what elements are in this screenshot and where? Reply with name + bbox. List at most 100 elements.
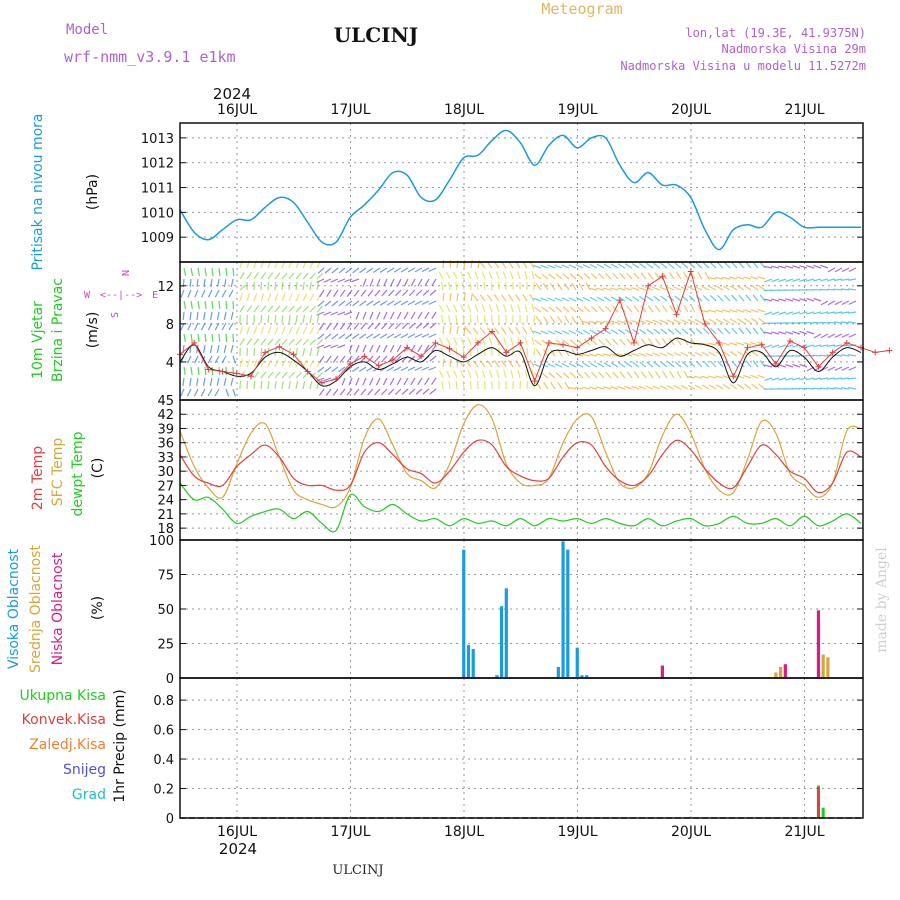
wind-barb bbox=[759, 360, 766, 368]
wind-barb bbox=[339, 388, 346, 396]
wind-barb bbox=[376, 278, 381, 287]
wind-barb bbox=[535, 316, 542, 324]
wind-barb bbox=[295, 272, 302, 280]
gust-marker bbox=[886, 347, 893, 354]
wind-barb bbox=[344, 278, 353, 283]
wind-barb bbox=[288, 359, 294, 368]
wind-barb bbox=[309, 359, 315, 368]
gust-marker bbox=[545, 339, 552, 346]
wind-barb bbox=[631, 319, 640, 324]
wind-barb bbox=[267, 281, 270, 291]
wind-barb bbox=[197, 300, 200, 309]
wind-barb bbox=[758, 284, 766, 291]
wind-barb bbox=[799, 330, 808, 335]
wind-barb bbox=[666, 352, 675, 357]
wind-barb bbox=[362, 278, 367, 287]
wind-barb bbox=[502, 304, 507, 313]
wind-barb bbox=[319, 289, 325, 298]
wind-barb bbox=[834, 311, 843, 314]
lonlat-label: lon,lat (19.3E, 41.9375N) bbox=[685, 26, 866, 40]
gust-marker bbox=[191, 339, 198, 346]
wind-barb bbox=[448, 315, 451, 324]
wind-barb bbox=[449, 292, 452, 302]
wind-barb bbox=[813, 377, 822, 381]
wind-barb bbox=[571, 282, 577, 291]
axes-layer: 1009 1010 1011 1012 1013 4 8 12 1821242730333639… bbox=[141, 102, 864, 840]
wind-barb bbox=[225, 267, 228, 277]
wind-barb bbox=[617, 320, 626, 324]
y-tick-label: 0.8 bbox=[153, 694, 174, 709]
wind-barb bbox=[239, 305, 245, 313]
wind-barb bbox=[819, 321, 829, 324]
wind-barb bbox=[729, 342, 738, 346]
wind-barb bbox=[667, 328, 675, 335]
wind-barb bbox=[221, 289, 227, 298]
wind-barb bbox=[834, 333, 843, 339]
x-tick-label-top: 16JUL bbox=[217, 102, 257, 118]
wind-barb bbox=[792, 298, 801, 302]
wind-barb bbox=[603, 320, 612, 324]
wind-barb bbox=[764, 311, 773, 316]
wind-barb bbox=[352, 267, 360, 274]
wind-barb bbox=[688, 361, 696, 368]
wind-barb bbox=[414, 267, 423, 273]
wind-barb bbox=[778, 344, 787, 348]
wind-barb bbox=[680, 319, 689, 324]
wind-barb bbox=[674, 262, 682, 269]
wind-barb bbox=[646, 295, 654, 302]
wind-barb bbox=[812, 321, 822, 324]
altitude-label: Nadmorska Visina 29m bbox=[722, 42, 867, 56]
wind-barb bbox=[281, 381, 284, 390]
wind-barb bbox=[204, 366, 207, 376]
wind-barb bbox=[400, 267, 409, 273]
wind-barb bbox=[295, 348, 298, 357]
x-tick-label-bottom: 17JUL bbox=[331, 824, 371, 840]
gust-marker bbox=[474, 339, 481, 346]
wind-barb bbox=[598, 371, 605, 379]
wind-barb bbox=[806, 330, 815, 335]
wind-barb bbox=[806, 278, 815, 282]
wind-barb bbox=[481, 304, 486, 313]
wind-barb bbox=[346, 289, 353, 297]
wind-barb bbox=[183, 300, 187, 309]
wind-barb bbox=[561, 330, 570, 335]
wind-barb bbox=[317, 333, 325, 340]
gust-marker bbox=[375, 362, 382, 369]
wind-barb bbox=[415, 289, 423, 296]
data-layer bbox=[177, 129, 893, 818]
gust-marker bbox=[730, 373, 737, 380]
wind-barb bbox=[543, 349, 549, 357]
wind-barb bbox=[654, 338, 661, 346]
precip-unit: 1hr Precip (mm) bbox=[112, 689, 128, 802]
wind-barb bbox=[743, 276, 752, 280]
wind-barb bbox=[596, 362, 605, 368]
wind-barb bbox=[841, 267, 850, 273]
wind-barb bbox=[647, 305, 654, 313]
wind-barb bbox=[253, 347, 256, 357]
cloud-unit: (%) bbox=[90, 596, 106, 620]
wind-barb bbox=[225, 388, 230, 397]
year-top: 2024 bbox=[213, 85, 251, 103]
wind-barb bbox=[626, 272, 633, 280]
wind-barb bbox=[771, 331, 780, 335]
wind-barb bbox=[687, 286, 696, 291]
wind-barb bbox=[533, 330, 542, 335]
wind-barb bbox=[214, 322, 220, 331]
bar-high_cloud bbox=[575, 647, 579, 678]
x-tick-label-bottom: 21JUL bbox=[785, 824, 825, 840]
wind-barb bbox=[543, 381, 549, 390]
gust-marker bbox=[361, 353, 368, 360]
wind-barb bbox=[438, 337, 444, 346]
wind-barb bbox=[701, 375, 710, 379]
wind-barb bbox=[253, 338, 260, 346]
wind-barb bbox=[225, 300, 228, 310]
wind-barb bbox=[508, 326, 514, 335]
wind-barb bbox=[840, 288, 850, 291]
wind-barb bbox=[225, 333, 228, 343]
wind-barb bbox=[267, 380, 270, 390]
gust-marker bbox=[673, 311, 680, 318]
wind-barb bbox=[582, 329, 591, 335]
wind-barb bbox=[348, 344, 353, 353]
wind-barb bbox=[841, 354, 850, 357]
y-tick-label: 75 bbox=[157, 569, 174, 584]
